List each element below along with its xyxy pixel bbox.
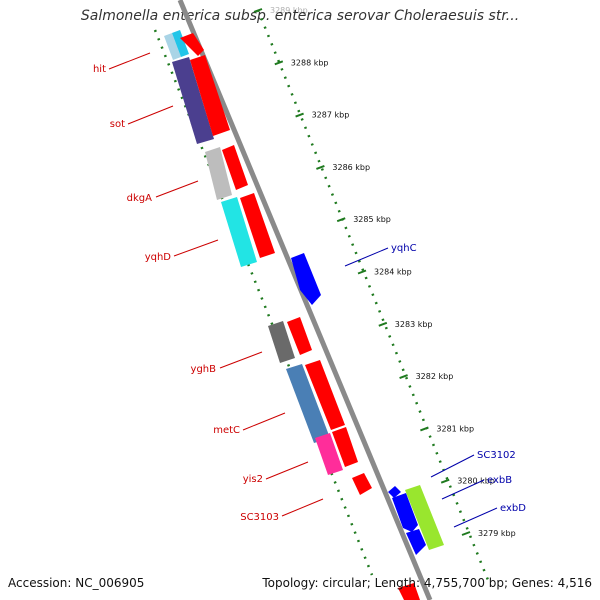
left-leader-lines (108, 52, 324, 517)
gene-sc3103[interactable] (352, 473, 372, 495)
gene-label-hit: hit (93, 64, 106, 75)
gene-red-5[interactable] (287, 317, 312, 355)
gene-label-sot: sot (110, 119, 125, 130)
kbp-label: 3280 kbp (457, 477, 495, 486)
right-track-guide (256, 9, 492, 586)
kbp-tick (440, 478, 450, 484)
gene-red-2[interactable] (190, 55, 230, 136)
gene-red-6[interactable] (305, 360, 345, 430)
kbp-label: 3281 kbp (436, 424, 474, 433)
kbp-label: 3285 kbp (353, 215, 391, 224)
kbp-tick (274, 60, 284, 66)
kbp-tick (316, 164, 325, 170)
kbp-label: 3283 kbp (395, 320, 433, 329)
kbp-tick (420, 426, 429, 432)
kbp-tick (461, 531, 471, 536)
gene-label-exbD: exbD (500, 503, 526, 514)
kbp-label: 3286 kbp (332, 163, 370, 172)
gene-red-7[interactable] (332, 427, 358, 467)
gene-label-exbB: exbB (487, 475, 512, 486)
gene-red-3[interactable] (222, 145, 248, 190)
kbp-label: 3284 kbp (374, 268, 412, 277)
kbp-label: 3287 kbp (312, 111, 350, 120)
kbp-tick (336, 217, 346, 223)
gene-exbB[interactable] (392, 493, 418, 532)
kbp-tick (295, 112, 304, 118)
genome-summary-text: Topology: circular; Length: 4,755,700 bp… (262, 576, 592, 590)
gene-sot[interactable] (172, 57, 214, 144)
gene-label-dkgA: dkgA (127, 193, 152, 204)
gene-label-sc3103: SC3103 (240, 512, 279, 523)
gene-metC[interactable] (286, 364, 330, 443)
kbp-label: 3288 kbp (291, 58, 329, 67)
gene-red-bottom[interactable] (398, 583, 420, 600)
kbp-tick (399, 374, 408, 380)
gene-label-yqhD: yqhD (145, 252, 172, 263)
kbp-label: 3282 kbp (416, 372, 454, 381)
accession-text: Accession: NC_006905 (8, 576, 145, 590)
kbp-tick (378, 321, 388, 327)
gene-dkgA[interactable] (205, 147, 232, 200)
kbp-label: 3279 kbp (478, 529, 516, 538)
gene-red-1[interactable] (180, 33, 204, 56)
gene-label-sc3102: SC3102 (477, 450, 516, 461)
red-gene-strand (180, 33, 372, 495)
genome-backbone (177, 0, 433, 600)
gene-red-4[interactable] (240, 193, 275, 258)
kbp-tick (357, 269, 367, 275)
gene-yqhD[interactable] (221, 197, 257, 267)
kbp-label: 3289 kbp (270, 6, 308, 15)
gene-label-yqhC: yqhC (391, 243, 417, 254)
gene-sc3102[interactable] (388, 486, 401, 498)
gene-exbD[interactable] (405, 485, 444, 550)
gene-exbB-2[interactable] (406, 529, 426, 555)
right-leader-lines (344, 247, 498, 528)
gene-yghB[interactable] (268, 321, 295, 363)
kbp-tick (253, 8, 263, 13)
gene-yis2[interactable] (315, 433, 343, 475)
gene-hit[interactable] (164, 30, 189, 60)
gene-label-yis2: yis2 (243, 474, 263, 485)
gene-yqhC[interactable] (291, 253, 321, 305)
gene-label-metC: metC (213, 425, 240, 436)
gene-label-yghB: yghB (191, 364, 217, 375)
